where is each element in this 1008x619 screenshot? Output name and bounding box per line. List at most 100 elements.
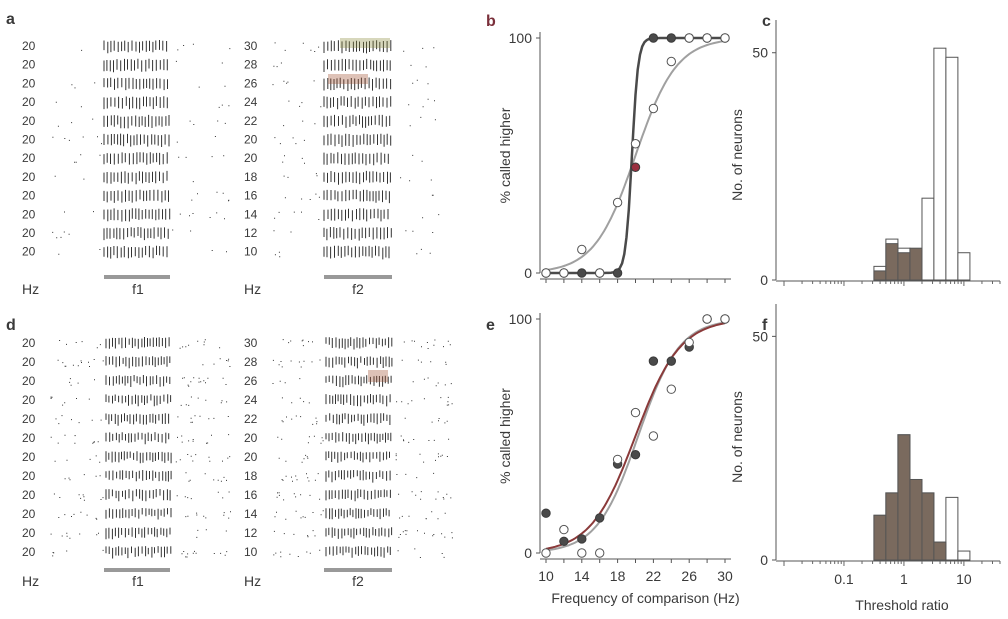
data-point-open xyxy=(595,548,605,558)
raster-background-spikes xyxy=(50,396,228,406)
raster-stimulus-spikes xyxy=(103,114,170,129)
y-axis-label: % called higher xyxy=(497,388,513,484)
x-tick-label: 18 xyxy=(610,568,626,584)
raster-background-spikes xyxy=(54,175,194,183)
raster-row-label: 28 xyxy=(244,355,258,369)
raster-stimulus-spikes xyxy=(105,375,171,387)
histogram-bar-open xyxy=(957,252,971,281)
raster-stimulus-spikes xyxy=(325,546,391,558)
raster-stimulus-spikes xyxy=(325,356,393,369)
raster-row-label: 20 xyxy=(22,507,36,521)
histogram-bar-shaded xyxy=(933,541,947,561)
raster-stimulus-spikes xyxy=(323,58,391,72)
y-tick-label: 50 xyxy=(752,45,768,61)
x-tick-label: 0.1 xyxy=(834,571,854,587)
data-point-open xyxy=(559,524,569,535)
raster-stimulus-spikes xyxy=(325,489,391,502)
x-axis-label: Threshold ratio xyxy=(855,597,949,613)
raster-row-label: 12 xyxy=(244,526,258,540)
raster-background-spikes xyxy=(53,491,230,501)
raster-d-f2: 30 28 26 24 22 20 20 18 16 14 12 10 f2 Hz xyxy=(244,336,453,589)
raster-stimulus-spikes xyxy=(103,152,168,165)
raster-stimulus-spikes xyxy=(105,527,171,540)
data-point-filled xyxy=(666,356,676,366)
histogram-bar-open xyxy=(945,496,959,561)
raster-stimulus-spikes xyxy=(103,40,168,54)
panel-label-f: f xyxy=(762,317,768,334)
raster-row-label: 20 xyxy=(22,95,36,109)
raster-stimulus-spikes xyxy=(323,114,391,128)
histogram-bar-open xyxy=(957,550,971,561)
raster-background-spikes xyxy=(59,339,221,349)
raster-row-label: 18 xyxy=(244,170,258,184)
psychometric-panel-e: 0 100 10 14 18 22 26 30 % called higher Frequency… xyxy=(497,311,740,606)
data-point-open xyxy=(720,33,730,43)
raster-row-label: 20 xyxy=(22,355,36,369)
raster-background-spikes xyxy=(281,472,435,482)
raster-stimulus-spikes xyxy=(105,470,172,482)
raster-background-spikes xyxy=(55,101,230,108)
raster-stimulus-spikes xyxy=(103,170,168,185)
histogram-bar-shaded xyxy=(921,492,935,561)
x-tick-label: 10 xyxy=(956,571,972,587)
data-point-filled xyxy=(648,356,659,366)
raster-background-spikes xyxy=(191,191,230,202)
raster-background-spikes xyxy=(175,60,223,64)
y-tick-label: 0 xyxy=(524,265,532,281)
histogram-bar-shaded xyxy=(897,434,911,561)
raster-row-label: 22 xyxy=(244,114,258,128)
raster-row-label: 14 xyxy=(244,507,258,521)
raster-stimulus-spikes xyxy=(105,394,172,407)
raster-row-label: 20 xyxy=(22,207,36,221)
raster-background-spikes xyxy=(272,377,452,387)
raster-background-spikes xyxy=(281,415,448,425)
fitted-curve xyxy=(545,322,726,550)
raster-row-label: 16 xyxy=(244,488,258,502)
raster-row-label: 20 xyxy=(22,245,36,259)
histogram-panel-c: 0 50 No. of neurons xyxy=(729,20,1001,288)
raster-stimulus-spikes xyxy=(325,432,392,445)
raster-stimulus-spikes xyxy=(323,40,392,54)
data-point-filled xyxy=(577,268,587,278)
raster-stimulus-spikes xyxy=(105,337,170,349)
y-axis-label: % called higher xyxy=(497,107,513,203)
raster-row-label: 20 xyxy=(22,226,36,240)
raster-stimulus-spikes xyxy=(325,394,391,407)
raster-row-label: 20 xyxy=(22,469,36,483)
raster-row-label: 10 xyxy=(244,545,258,559)
x-tick-label: 22 xyxy=(646,568,662,584)
raster-row-label: 20 xyxy=(22,545,36,559)
raster-row-label: 20 xyxy=(22,170,36,184)
y-tick-label: 100 xyxy=(509,311,533,327)
raster-stimulus-spikes xyxy=(105,356,171,369)
stimulus-bar xyxy=(104,275,170,279)
x-tick-label: 10 xyxy=(538,568,554,584)
raster-stimulus-spikes xyxy=(323,245,390,260)
raster-stimulus-spikes xyxy=(325,375,392,388)
raster-background-spikes xyxy=(57,358,231,367)
raster-stimulus-spikes xyxy=(323,77,392,91)
data-point-open xyxy=(720,314,730,324)
data-point-open xyxy=(541,548,551,558)
panel-label-a: a xyxy=(6,11,15,28)
raster-row-label: 20 xyxy=(22,336,36,350)
hz-label: Hz xyxy=(22,573,39,589)
histogram-bar-open xyxy=(933,47,947,281)
histogram-bar-shaded xyxy=(885,492,899,561)
y-tick-label: 0 xyxy=(760,552,768,568)
raster-row-label: 28 xyxy=(244,58,258,72)
raster-row-label: 20 xyxy=(22,374,36,388)
histogram-bar-shaded xyxy=(897,252,911,281)
raster-row-label: 20 xyxy=(244,133,258,147)
stimulus-bar xyxy=(104,568,170,572)
data-point-filled xyxy=(630,162,641,172)
raster-row-label: 20 xyxy=(22,151,36,165)
raster-a-f1: 20 20 20 20 20 20 20 20 20 20 20 20 f1 Hz xyxy=(22,39,231,297)
raster-highlight xyxy=(368,370,388,382)
raster-background-spikes xyxy=(273,230,434,233)
raster-stimulus-spikes xyxy=(105,546,172,559)
raster-background-spikes xyxy=(71,82,226,89)
raster-stimulus-spikes xyxy=(103,96,168,110)
raster-row-label: 20 xyxy=(244,450,258,464)
fitted-curve xyxy=(545,321,726,552)
